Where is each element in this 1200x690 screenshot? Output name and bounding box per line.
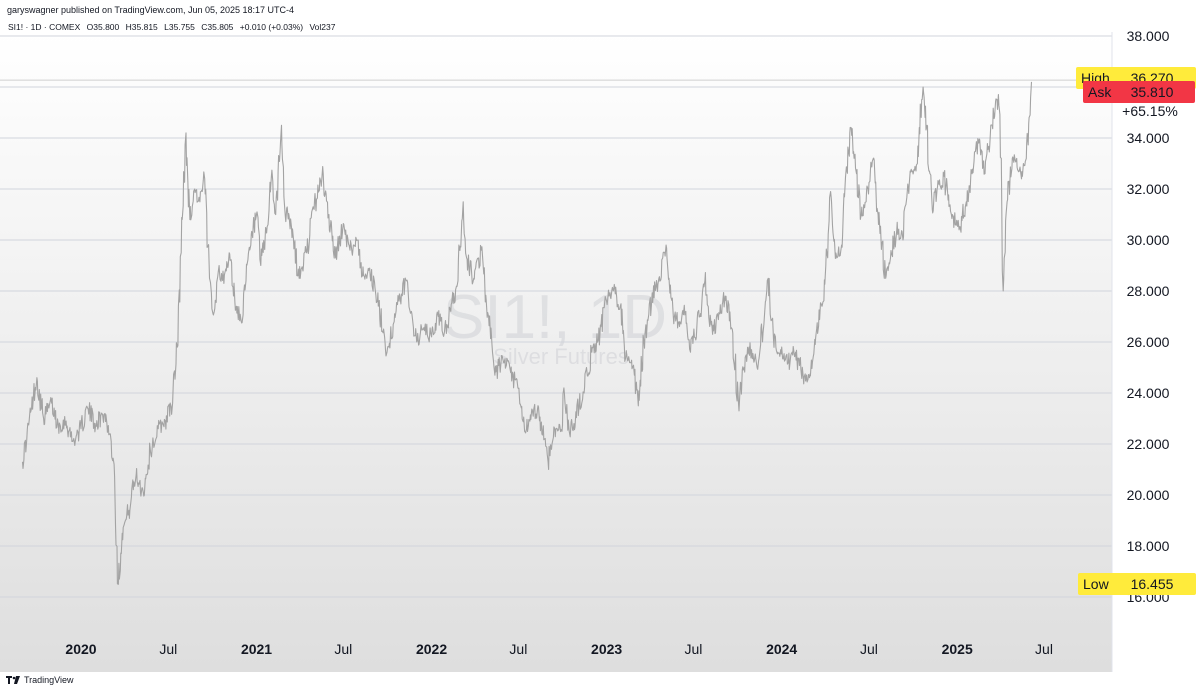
low-tag-background [1078,573,1196,595]
legend-volume: Vol237 [309,22,336,32]
grid-lines [0,35,1112,598]
legend-high: H35.815 [125,22,158,32]
y-tick-label: 34.000 [1127,130,1170,146]
percent-change-label: +65.15% [1122,103,1178,119]
x-tick-label: Jul [509,641,527,657]
y-tick-label: 32.000 [1127,181,1170,197]
tradingview-logo[interactable]: TradingView [6,675,74,685]
x-tick-label: Jul [334,641,352,657]
watermark-name: Silver Futures [493,344,629,369]
legend-close: C35.805 [201,22,234,32]
x-tick-label: 2023 [591,641,622,657]
top-bar: garyswagner published on TradingView.com… [0,0,1200,20]
symbol-watermark: SI1!, 1D Silver Futures [443,283,667,369]
time-axis[interactable]: 2020 Jul 2021 Jul 2022 Jul 2023 Jul 2024 Jul 2025 J… [65,641,1053,657]
symbol-legend: SI1! · 1D · COMEX O35.800 H35.815 L35.75… [8,22,339,32]
x-tick-label: Jul [860,641,878,657]
watermark-symbol: SI1!, 1D [443,283,667,352]
tradingview-brand: TradingView [24,675,74,685]
low-tag-label: Low [1083,576,1110,592]
x-tick-label: 2020 [65,641,96,657]
legend-open: O35.800 [86,22,120,32]
series-line-silver [21,81,1033,585]
x-tick-label: 2022 [416,641,447,657]
price-axis-background [1112,32,1200,672]
price-tags: High 36.270 Ask 35.810 +65.15% Low 16.45… [1076,67,1196,595]
published-info: garyswagner published on TradingView.com… [7,5,295,15]
y-tick-label: 26.000 [1127,334,1170,350]
ask-tag-value: 35.810 [1131,84,1174,100]
ask-tag-background [1083,81,1195,103]
y-tick-label: 28.000 [1127,283,1170,299]
y-tick-label: 18.000 [1127,538,1170,554]
y-tick-label: 24.000 [1127,385,1170,401]
low-tag-value: 16.455 [1131,576,1174,592]
x-tick-label: 2021 [241,641,272,657]
y-tick-label: 22.000 [1127,436,1170,452]
legend-low: L35.755 [164,22,195,32]
tradingview-logo-icon [6,676,20,684]
x-tick-label: Jul [1035,641,1053,657]
price-series [21,81,1033,585]
legend-symbol[interactable]: SI1! · 1D · COMEX [8,22,81,32]
price-chart[interactable]: SI1!, 1D Silver Futures 16.00018.00020.0… [0,0,1200,672]
bottom-bar: TradingView [0,672,1200,690]
x-tick-label: 2025 [942,641,973,657]
legend-change: +0.010 (+0.03%) [239,22,304,32]
ask-tag-label: Ask [1088,84,1112,100]
y-tick-label: 38.000 [1127,28,1170,44]
x-tick-label: Jul [159,641,177,657]
y-tick-label: 20.000 [1127,487,1170,503]
y-tick-label: 30.000 [1127,232,1170,248]
x-tick-label: 2024 [766,641,797,657]
x-tick-label: Jul [684,641,702,657]
